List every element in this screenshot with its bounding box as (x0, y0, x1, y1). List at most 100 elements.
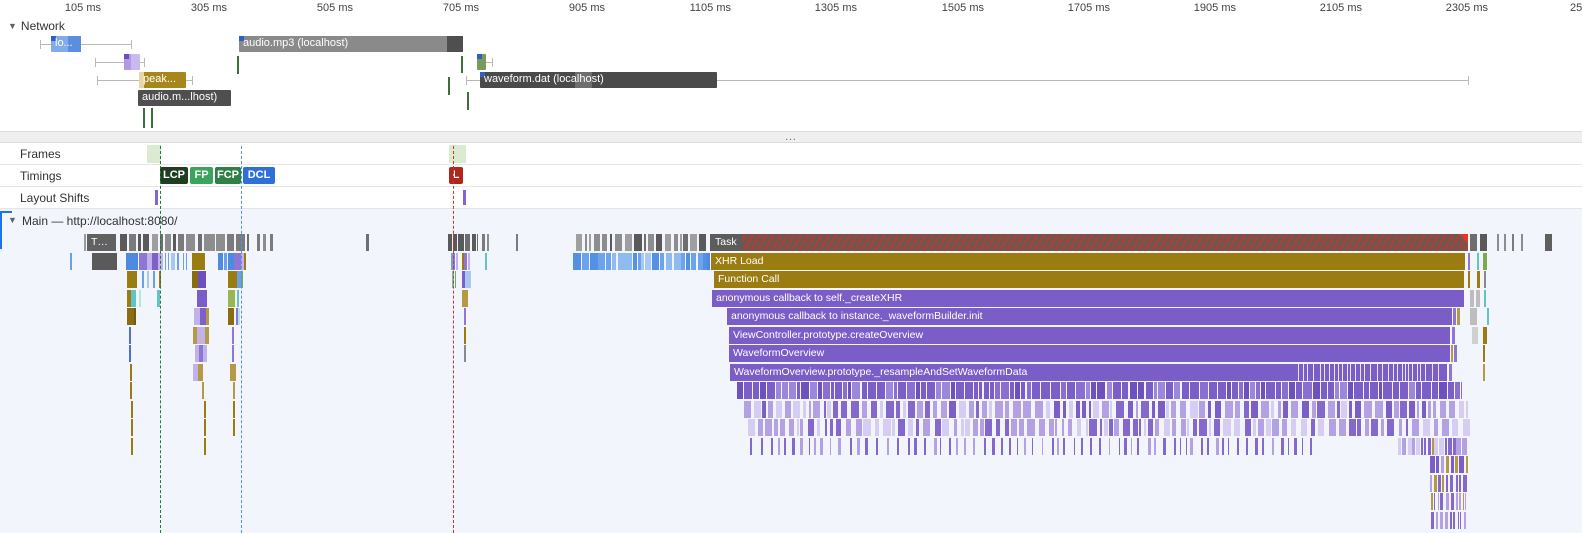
flame-bar[interactable] (237, 289, 239, 307)
flame-bar[interactable] (789, 382, 796, 399)
flame-bar[interactable] (1198, 400, 1205, 418)
network-request-bar[interactable]: audio.mp3 (localhost) (239, 36, 463, 52)
flame-bar[interactable] (1060, 382, 1066, 399)
flame-bar[interactable] (1476, 289, 1480, 307)
flame-bar[interactable] (778, 437, 780, 455)
flame-bar[interactable] (1129, 382, 1137, 399)
flame-bar[interactable] (898, 419, 905, 436)
flame-bar[interactable] (1048, 419, 1054, 436)
flame-bar[interactable] (973, 419, 978, 436)
flame-bar[interactable] (232, 345, 234, 362)
timing-marker-badge[interactable]: DCL (243, 167, 275, 184)
flame-bar[interactable] (1441, 456, 1445, 473)
flame-bar[interactable] (1437, 493, 1439, 510)
flame-bar[interactable] (131, 437, 133, 455)
flame-bar[interactable] (192, 252, 205, 270)
flame-bar[interactable] (142, 271, 144, 288)
flame-bar[interactable]: Task (710, 234, 1468, 251)
flame-bar[interactable] (1179, 437, 1182, 455)
flame-bar[interactable] (1412, 363, 1414, 381)
flame-bar[interactable] (1420, 437, 1424, 455)
flame-bar[interactable] (1108, 437, 1111, 455)
flame-bar[interactable] (1186, 419, 1190, 436)
flame-bar[interactable] (841, 400, 848, 418)
flame-bar[interactable] (1080, 437, 1084, 455)
network-request-bar[interactable]: lo... (51, 36, 81, 52)
flame-bar[interactable] (1480, 234, 1487, 251)
flame-bar[interactable] (1336, 400, 1340, 418)
flame-bar[interactable] (992, 437, 995, 455)
flame-bar[interactable] (1416, 382, 1421, 399)
flame-bar[interactable] (1401, 363, 1403, 381)
flame-bar[interactable] (204, 400, 206, 418)
flame-bar[interactable] (453, 234, 457, 251)
flame-bar[interactable] (172, 234, 176, 251)
flame-bar[interactable] (233, 382, 235, 399)
flame-bar[interactable] (775, 382, 782, 399)
flame-bar[interactable] (593, 234, 600, 251)
flame-bar[interactable] (1363, 400, 1373, 418)
flame-bar[interactable] (143, 234, 150, 251)
flame-bar[interactable] (193, 363, 198, 381)
flame-bar[interactable] (934, 419, 941, 436)
flame-bar[interactable] (127, 271, 137, 288)
flame-bar[interactable] (1424, 437, 1427, 455)
flame-bar[interactable] (1430, 456, 1435, 473)
flame-bar[interactable] (584, 234, 587, 251)
flame-bar[interactable] (1450, 456, 1454, 473)
flame-bar[interactable] (1387, 363, 1389, 381)
flame-bar[interactable] (206, 308, 209, 325)
flame-bar[interactable] (120, 234, 127, 251)
flame-bar[interactable] (1208, 419, 1212, 436)
flame-bar[interactable] (186, 252, 187, 270)
flame-bar[interactable] (1088, 400, 1092, 418)
flame-bar[interactable] (774, 419, 778, 436)
flame-bar[interactable] (1320, 382, 1327, 399)
flame-bar[interactable] (1484, 271, 1486, 288)
flame-bar[interactable] (1459, 493, 1462, 510)
flame-bar[interactable] (686, 252, 691, 270)
flame-bar[interactable] (856, 437, 860, 455)
flame-bar[interactable] (462, 252, 464, 270)
flame-bar[interactable] (914, 437, 918, 455)
flame-bar[interactable]: Function Call (714, 271, 1464, 288)
flame-bar[interactable] (1283, 400, 1289, 418)
network-request-bar[interactable] (124, 54, 140, 70)
flame-bar[interactable] (876, 437, 879, 455)
flame-bar[interactable] (197, 234, 202, 251)
flame-bar[interactable] (1207, 400, 1212, 418)
flame-bar[interactable] (1181, 382, 1189, 399)
flame-bar[interactable] (1010, 382, 1014, 399)
flame-bar[interactable] (1122, 382, 1129, 399)
flame-bar[interactable] (980, 419, 984, 436)
flame-bar[interactable] (922, 419, 931, 436)
flame-bar[interactable] (1461, 437, 1467, 455)
flame-bar[interactable] (127, 308, 134, 325)
flame-bar[interactable] (485, 252, 487, 270)
flame-bar[interactable] (1281, 382, 1288, 399)
flame-bar[interactable] (1128, 400, 1134, 418)
flame-bar[interactable] (1334, 363, 1336, 381)
flame-bar[interactable] (1348, 400, 1352, 418)
flame-bar[interactable] (1113, 382, 1122, 399)
flame-bar[interactable] (612, 252, 617, 270)
flame-bar[interactable] (241, 271, 243, 288)
flame-bar[interactable] (651, 252, 659, 270)
flame-bar[interactable] (1166, 400, 1169, 418)
flame-bar[interactable] (761, 437, 764, 455)
flame-bar[interactable] (1512, 234, 1514, 251)
flame-bar[interactable] (1416, 363, 1418, 381)
flame-bar[interactable] (1000, 382, 1010, 399)
flame-bar[interactable] (127, 289, 131, 307)
flame-bar[interactable] (683, 234, 688, 251)
flame-bar[interactable] (588, 234, 591, 251)
flame-bar[interactable] (645, 252, 652, 270)
flame-bar[interactable] (1005, 419, 1009, 436)
flame-bar[interactable] (985, 419, 992, 436)
flame-bar[interactable] (237, 271, 241, 288)
flame-bar[interactable] (1181, 419, 1186, 436)
flame-bar[interactable] (1124, 437, 1127, 455)
flame-bar[interactable] (516, 234, 518, 251)
flame-bar[interactable] (139, 289, 141, 307)
network-request-bar[interactable] (477, 54, 486, 70)
